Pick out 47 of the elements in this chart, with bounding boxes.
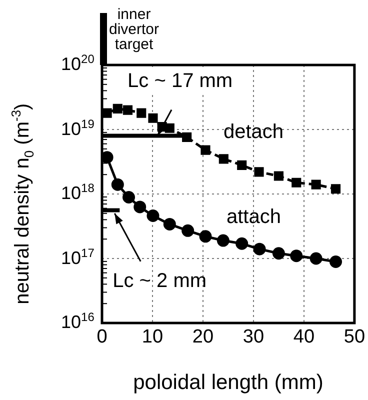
point [237, 160, 247, 170]
point [199, 230, 212, 243]
point [218, 154, 228, 164]
y-tick-label: 10$^{18}$ [61, 181, 94, 203]
point [274, 171, 284, 181]
x-tick-label: 0 [96, 326, 108, 348]
point [163, 218, 176, 230]
point [310, 252, 322, 265]
x-axis-title: poloidal length (mm) [133, 371, 324, 394]
x-tick-label: 50 [344, 326, 366, 348]
y-tick-label: 10$^{20}$ [61, 52, 94, 74]
x-tick-label: 20 [192, 326, 214, 348]
point [330, 256, 342, 268]
point [102, 108, 112, 118]
x-tick-label: 30 [242, 326, 264, 348]
point [164, 123, 174, 133]
point [182, 132, 192, 142]
annotation: detach [223, 121, 284, 144]
point [136, 108, 146, 118]
x-tick-label: 40 [293, 326, 315, 348]
point [290, 250, 303, 262]
point [236, 237, 248, 250]
point [148, 113, 158, 123]
point [253, 242, 266, 256]
point [272, 247, 285, 260]
annotation: Lc ~ 17 mm [126, 70, 235, 92]
point [102, 151, 114, 164]
point [216, 234, 230, 247]
point [122, 105, 133, 115]
text: inner divertor target [109, 6, 160, 53]
point [330, 184, 341, 194]
y-tick-label: 10$^{19}$ [61, 116, 94, 138]
point [122, 191, 136, 204]
point [134, 200, 146, 214]
point [311, 180, 321, 190]
point [112, 104, 122, 114]
point [182, 224, 194, 237]
annotation: attach [226, 206, 281, 228]
point [200, 145, 210, 155]
point [111, 178, 124, 191]
point [254, 167, 264, 177]
point [292, 178, 302, 188]
y-tick-label: 10$^{17}$ [61, 246, 94, 268]
point [146, 210, 160, 222]
x-tick-label: 10 [142, 326, 164, 348]
y-tick-label: 10$^{16}$ [61, 310, 94, 332]
annotation: Lc ~ 2 mm [112, 270, 207, 292]
